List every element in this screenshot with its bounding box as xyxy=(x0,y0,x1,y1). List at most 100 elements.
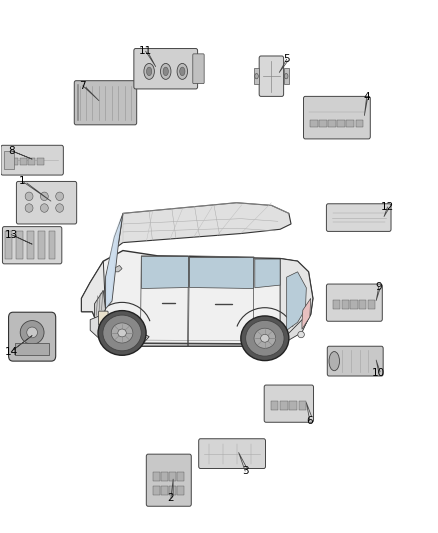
Polygon shape xyxy=(112,203,291,251)
Ellipse shape xyxy=(177,63,187,79)
Bar xyxy=(28,158,35,165)
Text: 6: 6 xyxy=(307,416,313,426)
Ellipse shape xyxy=(180,67,185,76)
Ellipse shape xyxy=(27,327,38,338)
Bar xyxy=(161,486,168,495)
FancyBboxPatch shape xyxy=(304,96,370,139)
Bar xyxy=(319,120,327,127)
Bar xyxy=(15,343,49,355)
Text: 7: 7 xyxy=(79,81,86,91)
Polygon shape xyxy=(189,257,253,288)
Ellipse shape xyxy=(329,352,339,370)
Ellipse shape xyxy=(298,332,304,338)
Bar xyxy=(356,120,363,127)
Ellipse shape xyxy=(111,323,133,343)
Bar xyxy=(342,300,349,309)
FancyBboxPatch shape xyxy=(3,227,62,264)
Bar xyxy=(346,120,354,127)
Text: 4: 4 xyxy=(363,92,370,102)
Polygon shape xyxy=(287,272,306,330)
Ellipse shape xyxy=(56,204,64,212)
Polygon shape xyxy=(81,251,313,346)
Bar xyxy=(153,472,159,481)
Bar xyxy=(350,300,358,309)
Polygon shape xyxy=(116,265,122,272)
Bar xyxy=(161,472,168,481)
Polygon shape xyxy=(90,314,106,338)
Ellipse shape xyxy=(98,311,146,356)
Bar xyxy=(6,231,12,259)
Bar xyxy=(28,231,34,259)
Polygon shape xyxy=(107,216,121,304)
Text: 3: 3 xyxy=(242,466,248,476)
Bar xyxy=(289,401,297,410)
Text: 8: 8 xyxy=(8,146,14,156)
FancyBboxPatch shape xyxy=(146,454,191,506)
Text: 9: 9 xyxy=(375,282,382,292)
Ellipse shape xyxy=(25,204,33,212)
Ellipse shape xyxy=(160,63,171,79)
FancyBboxPatch shape xyxy=(326,284,382,321)
Bar xyxy=(177,472,184,481)
Bar xyxy=(49,231,56,259)
Ellipse shape xyxy=(40,204,48,212)
Ellipse shape xyxy=(255,74,258,79)
Text: 10: 10 xyxy=(372,368,385,378)
Polygon shape xyxy=(99,314,149,346)
FancyBboxPatch shape xyxy=(1,146,64,175)
Polygon shape xyxy=(95,290,106,325)
Bar xyxy=(153,486,159,495)
Polygon shape xyxy=(280,259,313,344)
Ellipse shape xyxy=(163,67,168,76)
Ellipse shape xyxy=(246,320,284,356)
Bar xyxy=(177,486,184,495)
FancyBboxPatch shape xyxy=(99,325,108,332)
FancyBboxPatch shape xyxy=(264,385,314,422)
Bar xyxy=(299,401,306,410)
Ellipse shape xyxy=(261,334,269,342)
FancyBboxPatch shape xyxy=(326,204,391,231)
Bar xyxy=(4,151,14,169)
Ellipse shape xyxy=(254,328,276,348)
Text: 12: 12 xyxy=(381,202,394,212)
Bar xyxy=(359,300,367,309)
FancyBboxPatch shape xyxy=(74,80,137,125)
Ellipse shape xyxy=(118,329,126,337)
FancyBboxPatch shape xyxy=(327,346,383,376)
Polygon shape xyxy=(81,261,106,325)
Bar xyxy=(11,158,18,165)
Ellipse shape xyxy=(147,67,152,76)
Ellipse shape xyxy=(25,192,33,200)
Text: 2: 2 xyxy=(168,492,174,503)
Bar xyxy=(271,401,279,410)
FancyBboxPatch shape xyxy=(99,311,108,325)
FancyBboxPatch shape xyxy=(193,54,204,84)
Ellipse shape xyxy=(144,63,154,79)
Polygon shape xyxy=(106,213,123,309)
Ellipse shape xyxy=(56,192,64,200)
Polygon shape xyxy=(302,298,311,329)
Ellipse shape xyxy=(20,320,44,344)
Polygon shape xyxy=(255,259,280,288)
Text: 11: 11 xyxy=(139,46,152,56)
Bar xyxy=(169,486,176,495)
Bar xyxy=(39,231,45,259)
Text: 5: 5 xyxy=(283,54,290,64)
Bar xyxy=(337,120,345,127)
Bar xyxy=(368,300,375,309)
Bar xyxy=(169,472,176,481)
FancyBboxPatch shape xyxy=(9,312,56,361)
Text: 14: 14 xyxy=(4,346,18,357)
FancyBboxPatch shape xyxy=(259,56,284,96)
Bar xyxy=(333,300,340,309)
Bar xyxy=(17,231,23,259)
Bar xyxy=(310,120,318,127)
Text: 1: 1 xyxy=(19,176,26,187)
Ellipse shape xyxy=(40,192,48,200)
Polygon shape xyxy=(141,256,187,288)
Text: 13: 13 xyxy=(4,230,18,240)
Bar xyxy=(37,158,44,165)
Ellipse shape xyxy=(103,315,141,351)
FancyBboxPatch shape xyxy=(134,49,198,89)
Bar xyxy=(20,158,27,165)
